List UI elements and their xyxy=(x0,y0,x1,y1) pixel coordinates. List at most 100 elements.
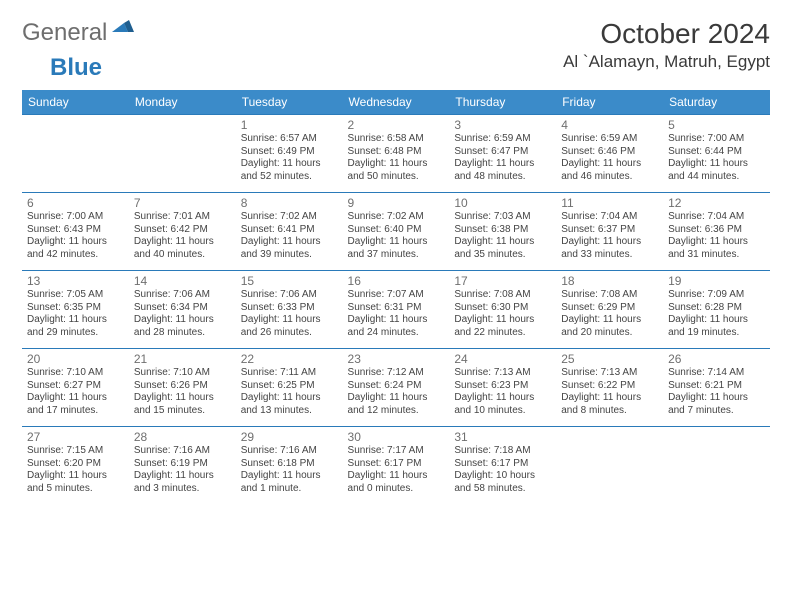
calendar-cell: 27Sunrise: 7:15 AMSunset: 6:20 PMDayligh… xyxy=(22,427,129,505)
sunset-text: Sunset: 6:44 PM xyxy=(668,146,765,159)
logo: General xyxy=(22,18,136,47)
sunset-text: Sunset: 6:33 PM xyxy=(241,302,338,315)
daylight-text: Daylight: 11 hours and 13 minutes. xyxy=(241,392,338,417)
daylight-text: Daylight: 11 hours and 46 minutes. xyxy=(561,158,658,183)
sunset-text: Sunset: 6:35 PM xyxy=(27,302,124,315)
calendar-week: 20Sunrise: 7:10 AMSunset: 6:27 PMDayligh… xyxy=(22,349,770,427)
calendar-cell: 31Sunrise: 7:18 AMSunset: 6:17 PMDayligh… xyxy=(449,427,556,505)
daylight-text: Daylight: 11 hours and 12 minutes. xyxy=(348,392,445,417)
daylight-text: Daylight: 11 hours and 29 minutes. xyxy=(27,314,124,339)
calendar-cell-empty xyxy=(663,427,770,505)
sunset-text: Sunset: 6:29 PM xyxy=(561,302,658,315)
calendar-cell: 21Sunrise: 7:10 AMSunset: 6:26 PMDayligh… xyxy=(129,349,236,427)
sunrise-text: Sunrise: 7:04 AM xyxy=(561,211,658,224)
day-header: Thursday xyxy=(449,90,556,115)
calendar-head: SundayMondayTuesdayWednesdayThursdayFrid… xyxy=(22,90,770,115)
calendar-body: 1Sunrise: 6:57 AMSunset: 6:49 PMDaylight… xyxy=(22,115,770,505)
day-detail: Sunrise: 7:06 AMSunset: 6:34 PMDaylight:… xyxy=(134,289,231,339)
day-detail: Sunrise: 6:59 AMSunset: 6:47 PMDaylight:… xyxy=(454,133,551,183)
day-detail: Sunrise: 7:17 AMSunset: 6:17 PMDaylight:… xyxy=(348,445,445,495)
calendar-cell: 16Sunrise: 7:07 AMSunset: 6:31 PMDayligh… xyxy=(343,271,450,349)
day-number: 18 xyxy=(561,274,658,288)
calendar-cell: 4Sunrise: 6:59 AMSunset: 6:46 PMDaylight… xyxy=(556,115,663,193)
day-number: 26 xyxy=(668,352,765,366)
calendar-week: 13Sunrise: 7:05 AMSunset: 6:35 PMDayligh… xyxy=(22,271,770,349)
day-number: 20 xyxy=(27,352,124,366)
sunset-text: Sunset: 6:27 PM xyxy=(27,380,124,393)
sunrise-text: Sunrise: 7:04 AM xyxy=(668,211,765,224)
calendar-week: 6Sunrise: 7:00 AMSunset: 6:43 PMDaylight… xyxy=(22,193,770,271)
sunset-text: Sunset: 6:25 PM xyxy=(241,380,338,393)
day-number: 9 xyxy=(348,196,445,210)
day-number: 30 xyxy=(348,430,445,444)
sunrise-text: Sunrise: 7:11 AM xyxy=(241,367,338,380)
sunrise-text: Sunrise: 7:10 AM xyxy=(27,367,124,380)
daylight-text: Daylight: 11 hours and 33 minutes. xyxy=(561,236,658,261)
sunset-text: Sunset: 6:19 PM xyxy=(134,458,231,471)
sunrise-text: Sunrise: 7:10 AM xyxy=(134,367,231,380)
daylight-text: Daylight: 11 hours and 15 minutes. xyxy=(134,392,231,417)
day-number: 29 xyxy=(241,430,338,444)
sunrise-text: Sunrise: 6:57 AM xyxy=(241,133,338,146)
sunset-text: Sunset: 6:26 PM xyxy=(134,380,231,393)
calendar-cell: 14Sunrise: 7:06 AMSunset: 6:34 PMDayligh… xyxy=(129,271,236,349)
calendar-table: SundayMondayTuesdayWednesdayThursdayFrid… xyxy=(22,90,770,505)
sunrise-text: Sunrise: 7:07 AM xyxy=(348,289,445,302)
day-number: 7 xyxy=(134,196,231,210)
sunrise-text: Sunrise: 7:09 AM xyxy=(668,289,765,302)
daylight-text: Daylight: 11 hours and 24 minutes. xyxy=(348,314,445,339)
day-detail: Sunrise: 7:01 AMSunset: 6:42 PMDaylight:… xyxy=(134,211,231,261)
calendar-cell: 15Sunrise: 7:06 AMSunset: 6:33 PMDayligh… xyxy=(236,271,343,349)
day-detail: Sunrise: 7:13 AMSunset: 6:23 PMDaylight:… xyxy=(454,367,551,417)
day-number: 23 xyxy=(348,352,445,366)
sunrise-text: Sunrise: 7:02 AM xyxy=(241,211,338,224)
calendar-cell: 29Sunrise: 7:16 AMSunset: 6:18 PMDayligh… xyxy=(236,427,343,505)
calendar-cell-empty xyxy=(129,115,236,193)
sunset-text: Sunset: 6:23 PM xyxy=(454,380,551,393)
logo-text-blue: Blue xyxy=(50,54,102,81)
calendar-week: 1Sunrise: 6:57 AMSunset: 6:49 PMDaylight… xyxy=(22,115,770,193)
sunrise-text: Sunrise: 7:06 AM xyxy=(134,289,231,302)
day-detail: Sunrise: 7:18 AMSunset: 6:17 PMDaylight:… xyxy=(454,445,551,495)
sunset-text: Sunset: 6:36 PM xyxy=(668,224,765,237)
day-number: 25 xyxy=(561,352,658,366)
calendar-cell: 28Sunrise: 7:16 AMSunset: 6:19 PMDayligh… xyxy=(129,427,236,505)
day-detail: Sunrise: 7:13 AMSunset: 6:22 PMDaylight:… xyxy=(561,367,658,417)
daylight-text: Daylight: 11 hours and 20 minutes. xyxy=(561,314,658,339)
sunset-text: Sunset: 6:41 PM xyxy=(241,224,338,237)
sunset-text: Sunset: 6:38 PM xyxy=(454,224,551,237)
sunrise-text: Sunrise: 7:16 AM xyxy=(134,445,231,458)
day-detail: Sunrise: 7:16 AMSunset: 6:18 PMDaylight:… xyxy=(241,445,338,495)
sunset-text: Sunset: 6:40 PM xyxy=(348,224,445,237)
day-number: 17 xyxy=(454,274,551,288)
calendar-cell: 17Sunrise: 7:08 AMSunset: 6:30 PMDayligh… xyxy=(449,271,556,349)
calendar-cell: 20Sunrise: 7:10 AMSunset: 6:27 PMDayligh… xyxy=(22,349,129,427)
sunrise-text: Sunrise: 6:58 AM xyxy=(348,133,445,146)
sunset-text: Sunset: 6:21 PM xyxy=(668,380,765,393)
sunset-text: Sunset: 6:43 PM xyxy=(27,224,124,237)
calendar-cell: 22Sunrise: 7:11 AMSunset: 6:25 PMDayligh… xyxy=(236,349,343,427)
day-detail: Sunrise: 7:02 AMSunset: 6:41 PMDaylight:… xyxy=(241,211,338,261)
day-detail: Sunrise: 7:07 AMSunset: 6:31 PMDaylight:… xyxy=(348,289,445,339)
sunrise-text: Sunrise: 7:05 AM xyxy=(27,289,124,302)
day-number: 15 xyxy=(241,274,338,288)
sunrise-text: Sunrise: 7:08 AM xyxy=(454,289,551,302)
sunrise-text: Sunrise: 7:18 AM xyxy=(454,445,551,458)
day-number: 22 xyxy=(241,352,338,366)
day-header: Wednesday xyxy=(343,90,450,115)
calendar-cell: 11Sunrise: 7:04 AMSunset: 6:37 PMDayligh… xyxy=(556,193,663,271)
day-number: 19 xyxy=(668,274,765,288)
day-detail: Sunrise: 6:57 AMSunset: 6:49 PMDaylight:… xyxy=(241,133,338,183)
title-block: October 2024 Al `Alamayn, Matruh, Egypt xyxy=(563,18,770,72)
calendar-cell: 5Sunrise: 7:00 AMSunset: 6:44 PMDaylight… xyxy=(663,115,770,193)
sunrise-text: Sunrise: 7:00 AM xyxy=(668,133,765,146)
calendar-cell: 12Sunrise: 7:04 AMSunset: 6:36 PMDayligh… xyxy=(663,193,770,271)
day-number: 16 xyxy=(348,274,445,288)
day-number: 24 xyxy=(454,352,551,366)
sunrise-text: Sunrise: 7:13 AM xyxy=(454,367,551,380)
day-number: 28 xyxy=(134,430,231,444)
day-detail: Sunrise: 7:10 AMSunset: 6:27 PMDaylight:… xyxy=(27,367,124,417)
daylight-text: Daylight: 11 hours and 42 minutes. xyxy=(27,236,124,261)
sunset-text: Sunset: 6:48 PM xyxy=(348,146,445,159)
sunset-text: Sunset: 6:34 PM xyxy=(134,302,231,315)
